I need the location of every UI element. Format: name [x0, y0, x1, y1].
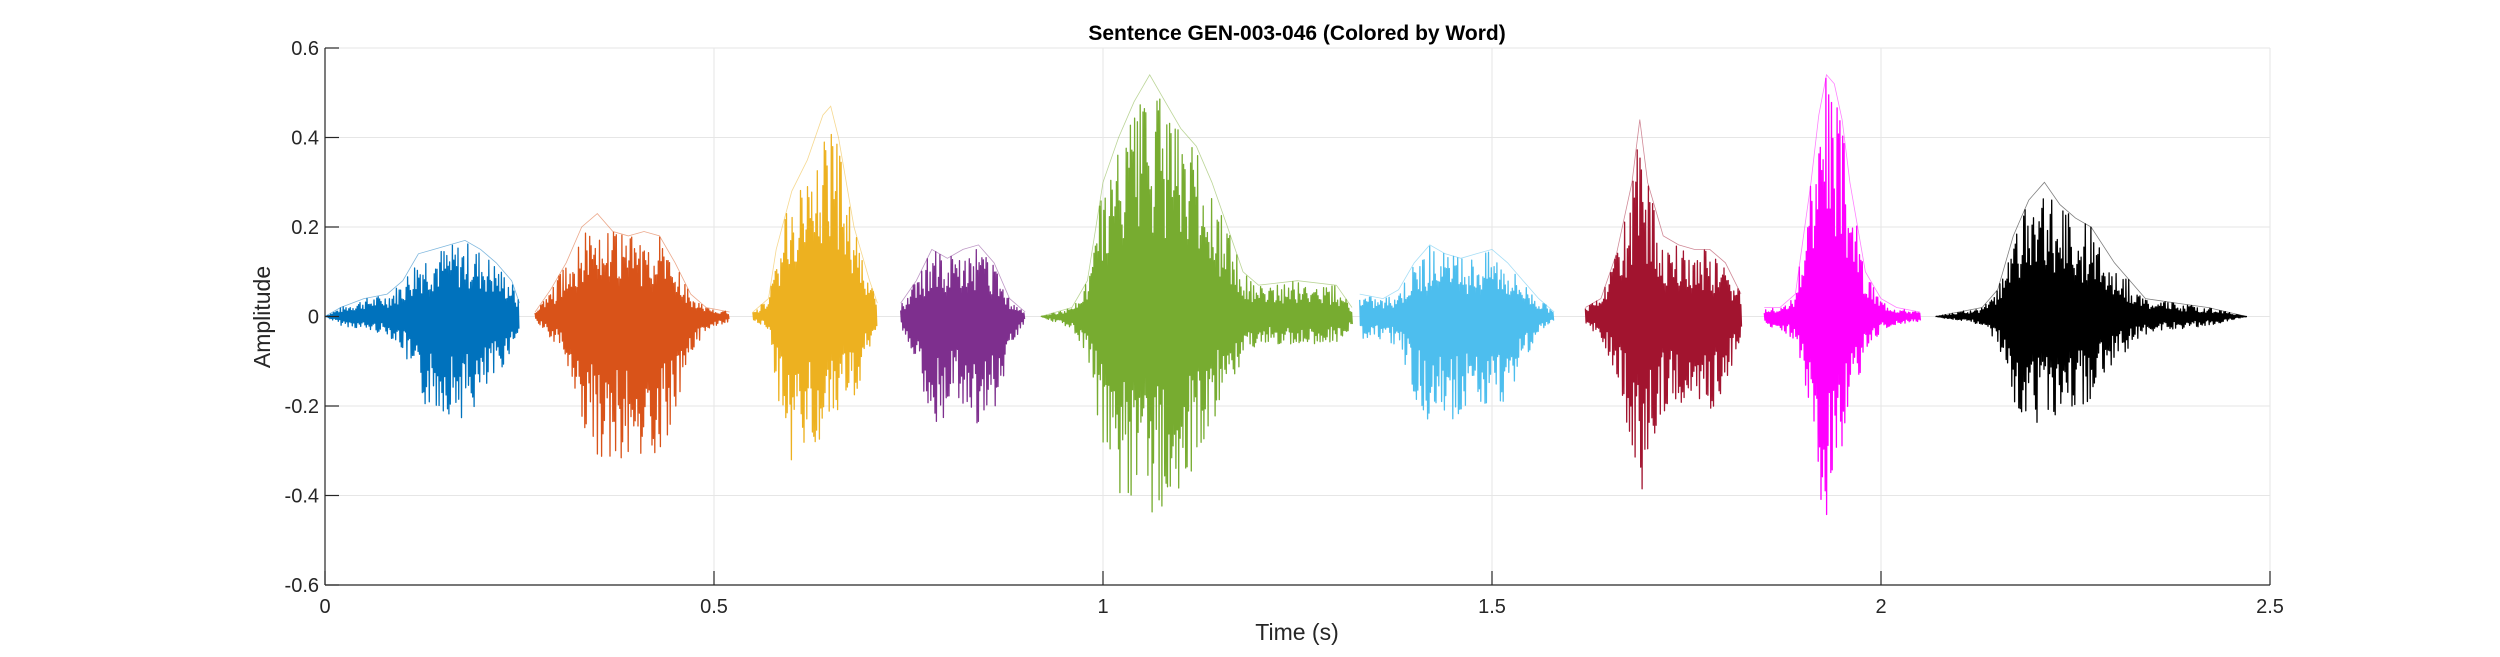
- waveform-line: [1935, 198, 2248, 423]
- y-tick-label: -0.2: [285, 396, 319, 418]
- word-segment: [324, 239, 520, 419]
- word-segment: [1359, 244, 1555, 420]
- upper-envelope: [1040, 74, 1353, 317]
- word-segment: [752, 105, 878, 461]
- y-tick-label: 0.6: [291, 38, 319, 60]
- upper-envelope: [752, 105, 878, 313]
- waveform-series: [324, 73, 2248, 516]
- upper-envelope: [324, 239, 520, 317]
- x-axis-label: Time (s): [1255, 619, 1338, 645]
- word-segment: [1040, 74, 1353, 513]
- waveform-line: [534, 231, 730, 459]
- x-tick-label: 2.5: [2256, 596, 2284, 618]
- word-segment: [534, 213, 730, 459]
- x-ticks: 0 0.5 1 1.5 2 2.5: [319, 571, 2284, 618]
- y-axis-label: Amplitude: [249, 266, 275, 368]
- waveform-line: [1584, 149, 1743, 490]
- y-ticks: -0.6 -0.4 -0.2 0 0.2 0.4 0.6: [285, 38, 339, 597]
- y-tick-label: 0.2: [291, 217, 319, 239]
- waveform-line: [325, 243, 520, 419]
- upper-envelope: [534, 213, 730, 313]
- upper-envelope: [1935, 181, 2247, 317]
- y-tick-label: -0.6: [285, 575, 319, 597]
- waveform-line: [900, 248, 1026, 424]
- y-tick-label: 0.4: [291, 128, 319, 150]
- y-tick-label: 0: [308, 307, 319, 329]
- upper-envelope: [1764, 73, 1920, 313]
- waveform-line: [1763, 77, 1922, 516]
- y-tick-label: -0.4: [285, 486, 319, 508]
- x-tick-label: 0.5: [700, 596, 728, 618]
- waveform-line: [1359, 245, 1555, 420]
- x-tick-label: 1: [1097, 596, 1108, 618]
- waveform-line: [752, 133, 878, 461]
- upper-envelope: [1359, 244, 1555, 313]
- word-segment: [1763, 73, 1922, 516]
- word-segment: [900, 244, 1026, 424]
- chart-title: Sentence GEN-003-046 (Colored by Word): [1088, 22, 1505, 45]
- waveform-line: [1040, 98, 1353, 513]
- upper-envelope: [900, 244, 1026, 313]
- x-tick-label: 1.5: [1478, 596, 1506, 618]
- word-segment: [1584, 119, 1743, 490]
- x-tick-label: 2: [1875, 596, 1886, 618]
- word-segment: [1935, 181, 2248, 423]
- upper-envelope: [1585, 119, 1742, 308]
- x-tick-label: 0: [319, 596, 330, 618]
